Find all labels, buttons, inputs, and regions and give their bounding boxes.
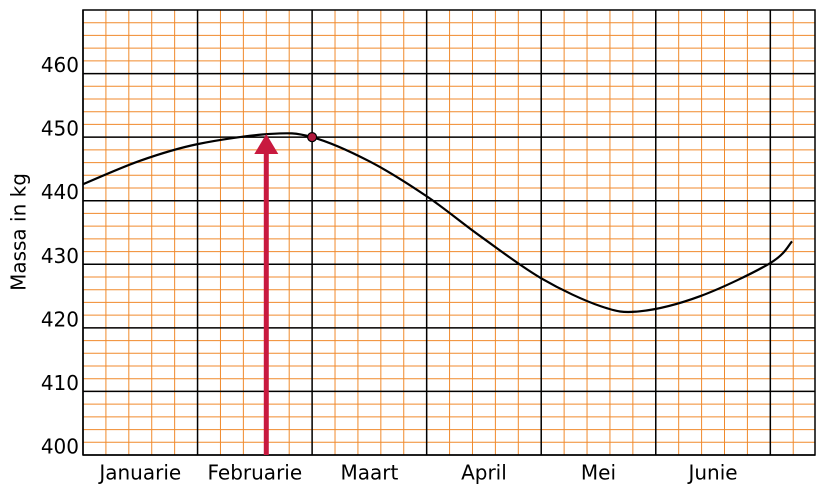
arrow-head bbox=[254, 133, 279, 154]
x-tick-label: Junie bbox=[686, 461, 737, 485]
line-series bbox=[82, 132, 793, 314]
y-tick-label: 460 bbox=[41, 53, 79, 77]
y-tick-label: 400 bbox=[41, 435, 79, 459]
x-tick-label: Januarie bbox=[97, 461, 181, 485]
x-tick-label: Maart bbox=[340, 461, 398, 485]
y-tick-label: 450 bbox=[41, 117, 79, 141]
y-tick-label: 420 bbox=[41, 307, 79, 331]
y-tick-label: 430 bbox=[41, 244, 79, 268]
plot-frame bbox=[82, 9, 816, 456]
x-tick-label: Mei bbox=[581, 461, 616, 485]
y-tick-label: 440 bbox=[41, 180, 79, 204]
y-axis-label: Massa in kg bbox=[7, 173, 31, 291]
y-tick-label: 410 bbox=[41, 371, 79, 395]
point-marker bbox=[307, 132, 318, 143]
x-tick-label: Februarie bbox=[208, 461, 303, 485]
x-tick-label: April bbox=[461, 461, 507, 485]
